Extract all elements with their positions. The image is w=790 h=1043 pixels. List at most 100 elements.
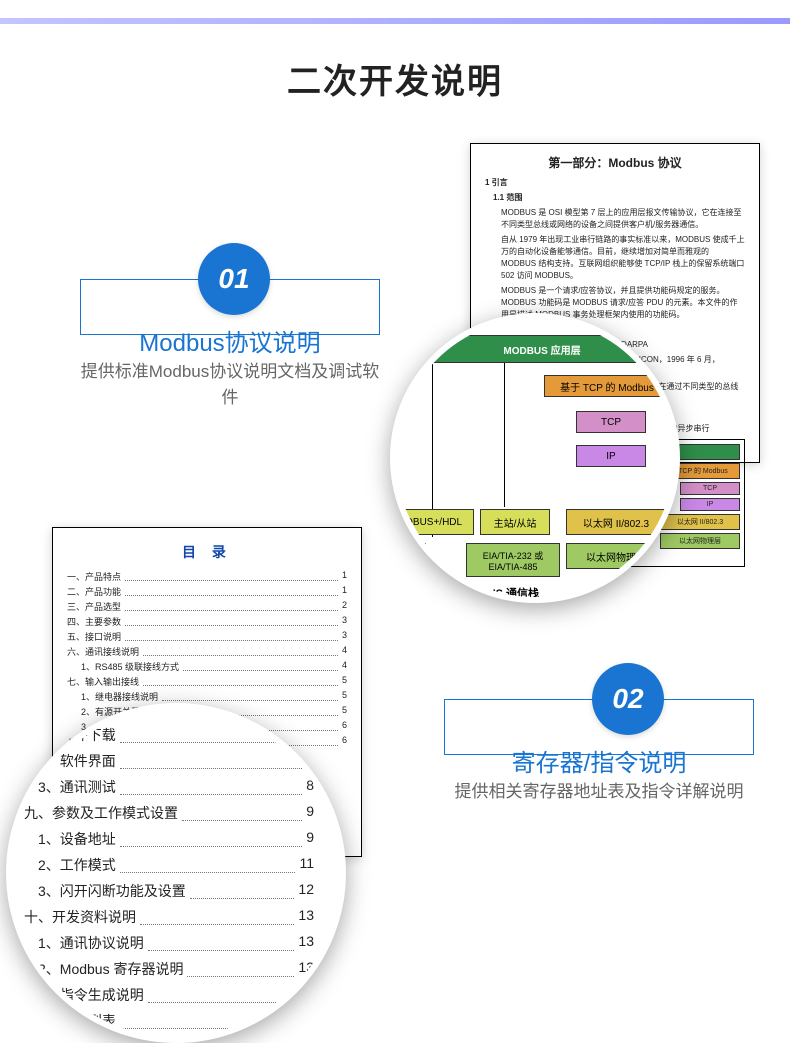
protocol-stack-diagram: MODBUS 应用层 基于 TCP 的 Modbus TCP IP ODBUS+…	[406, 329, 664, 587]
toc-line: 一、产品特点 1	[67, 570, 347, 583]
toc-line: 2、软件界面 7	[24, 751, 314, 771]
toc-dots	[162, 690, 338, 701]
toc-line: 十、开发资料说明 13	[24, 907, 314, 927]
toc-dots	[125, 585, 338, 596]
toc-text: 七、输入输出接线	[67, 675, 139, 688]
toc-page: 3	[342, 630, 347, 643]
toc-page: 1	[342, 585, 347, 598]
toc-dots	[125, 570, 338, 581]
toc-text: 1、软件下载	[38, 725, 116, 745]
toc-page: 9	[306, 803, 314, 823]
section-01-title: Modbus协议说明	[80, 323, 380, 358]
section-01: 第一部分：Modbus 协议 1 引言 1.1 范围 MODBUS 是 OSI …	[0, 143, 790, 563]
small-tcp: TCP	[680, 482, 740, 495]
toc-text: 九、参数及工作模式设置	[24, 803, 178, 823]
toc-page: 9	[306, 829, 314, 849]
doc-heading: 第一部分：Modbus 协议	[485, 154, 745, 171]
doc-h1: 1 引言	[485, 177, 745, 189]
toc-dots	[148, 985, 295, 1003]
doc-h11: 1.1 范围	[485, 192, 745, 204]
stack-arrow-mid	[504, 363, 505, 507]
toc-dots	[120, 725, 302, 743]
toc-text: 3、通讯测试	[38, 777, 116, 797]
toc-page: 7	[306, 751, 314, 771]
toc-dots	[182, 803, 302, 821]
toc-text: 2、Modbus 寄存器说明	[38, 959, 183, 979]
toc-line: 二、产品功能1	[67, 585, 347, 598]
toc-page: 1	[342, 570, 347, 583]
toc-text: 1、通讯协议说明	[38, 933, 144, 953]
toc-page: 16	[298, 1011, 314, 1031]
section-01-sub: 提供标准Modbus协议说明文档及调试软件	[80, 359, 380, 411]
toc-line: 九、参数及工作模式设置 9	[24, 803, 314, 823]
toc-line: 1、通讯协议说明 13	[24, 933, 314, 953]
toc-dots	[143, 645, 338, 656]
toc-line: 4、指令列表 16	[24, 1011, 314, 1031]
toc-line: 3、指令生成说明15	[24, 985, 314, 1005]
stack-app-layer: MODBUS 应用层	[412, 335, 672, 363]
toc-dots	[183, 660, 338, 671]
magnifier-lens-02: 1、软件下载 6 2、软件界面 7 3、通讯测试 8 九、参数及工作模式设置 9 1、设备地址 9…	[6, 703, 346, 1043]
toc-dots	[125, 630, 338, 641]
toc-page: 12	[298, 881, 314, 901]
toc-page: 4	[342, 645, 347, 658]
toc-page: 5	[342, 690, 347, 703]
toc-text: 2、工作模式	[38, 855, 116, 875]
toc-dots	[120, 751, 302, 769]
top-accent-bar	[0, 18, 790, 24]
toc-text: 十、开发资料说明	[24, 907, 136, 927]
toc-line: 3、通讯测试 8	[24, 777, 314, 797]
toc-text: 三、产品选型	[67, 600, 121, 613]
toc-page: 6	[342, 735, 347, 748]
magnifier-lens-01: MODBUS 应用层 基于 TCP 的 Modbus TCP IP ODBUS+…	[390, 313, 680, 603]
toc-text: 六、通讯接线说明	[67, 645, 139, 658]
toc-page: 11	[299, 855, 314, 875]
section-02: 目 录 一、产品特点1二、产品功能1三、产品选型2四、主要参数3五、接口说明3六…	[0, 563, 790, 1003]
toc-text: 五、接口说明	[67, 630, 121, 643]
toc-dots	[190, 881, 295, 899]
doc-p1: MODBUS 是 OSI 模型第 7 层上的应用层报文传输协议，它在连接至不同类…	[485, 207, 745, 231]
toc-page: 13	[298, 959, 314, 979]
toc-dots	[143, 675, 338, 686]
toc-line: 四、主要参数 3	[67, 615, 347, 628]
stack-ip: IP	[576, 445, 646, 467]
toc-line: 1、软件下载 6	[24, 725, 314, 745]
toc-line: 七、输入输出接线 5	[67, 675, 347, 688]
toc-dots	[120, 1037, 295, 1043]
section-02-title: 寄存器/指令说明	[444, 743, 754, 778]
badge-01: 01	[198, 243, 270, 315]
toc-text: 2、软件界面	[38, 751, 116, 771]
toc-page: 3	[342, 615, 347, 628]
toc-page: 13	[298, 907, 314, 927]
toc-text: 5、指令详解	[38, 1037, 116, 1043]
toc-dots	[187, 959, 294, 977]
toc-dots	[148, 933, 295, 951]
toc-dots	[125, 615, 338, 626]
toc-line: 1、RS485 级联接线方式 4	[67, 660, 347, 673]
toc-text: 四、主要参数	[67, 615, 121, 628]
toc-page: 8	[306, 777, 314, 797]
toc-text: 3、闪开闪断功能及设置	[38, 881, 186, 901]
small-ip: IP	[680, 498, 740, 511]
toc-text: 1、设备地址	[38, 829, 116, 849]
toc-line: 3、闪开闪断功能及设置 12	[24, 881, 314, 901]
toc-line: 三、产品选型 2	[67, 600, 347, 613]
toc-page: 15	[298, 985, 314, 1005]
toc-line: 六、通讯接线说明 4	[67, 645, 347, 658]
toc-line: 五、接口说明 3	[67, 630, 347, 643]
toc-page: 6	[342, 720, 347, 733]
toc-page: 5	[342, 675, 347, 688]
toc-text: 1、RS485 级联接线方式	[81, 660, 179, 673]
stack-master: 主站/从站	[480, 509, 550, 535]
toc-page: 4	[342, 660, 347, 673]
toc-text: 一、产品特点	[67, 570, 121, 583]
toc-page: 6	[306, 725, 314, 745]
toc-page: 13	[298, 933, 314, 953]
toc-line: 2、工作模式 11	[24, 855, 314, 875]
toc-page: 2	[342, 600, 347, 613]
toc-dots	[120, 1011, 295, 1029]
toc-text: 4、指令列表	[38, 1011, 116, 1031]
toc-dots	[140, 907, 294, 925]
toc-line: 1、继电器接线说明5	[67, 690, 347, 703]
stack-tcp: TCP	[576, 411, 646, 433]
